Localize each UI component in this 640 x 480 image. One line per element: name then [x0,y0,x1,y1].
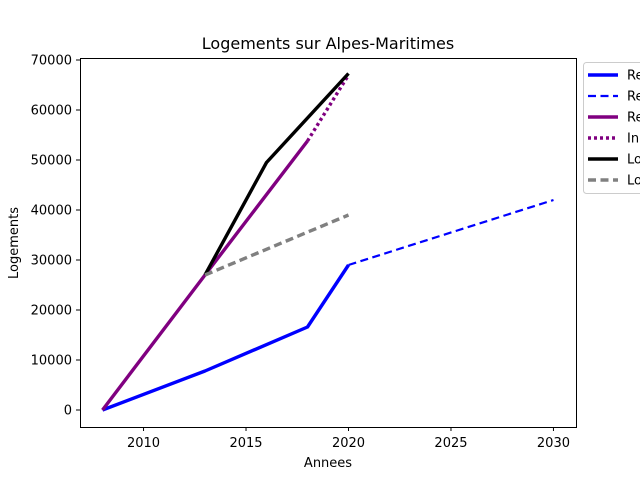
series-line-4 [203,72,350,276]
y-tick-label: 50000 [31,154,72,169]
series-line-0 [101,264,350,412]
legend-label-5: Lo [627,174,640,189]
legend-frame [583,62,640,194]
legend: Re Re Re In Lo Lo [583,62,640,194]
x-tick-label: 2015 [229,436,262,451]
plot-lines [101,72,554,412]
legend-label-4: Lo [627,153,640,168]
plot-frame [80,58,577,428]
x-tick-label: 2025 [434,436,467,451]
y-tick-label: 60000 [31,104,72,119]
y-axis-ticks: 0 10000 20000 30000 40000 50000 60000 70000 [31,54,80,419]
legend-label-1: Re [627,90,640,105]
x-axis-label: Annees [304,456,352,471]
series-line-3 [306,74,350,142]
y-axis-label: Logements [7,207,22,279]
x-tick-label: 2020 [332,436,365,451]
y-tick-label: 70000 [31,54,72,69]
x-tick-label: 2030 [537,436,570,451]
series-line-1 [348,198,554,267]
legend-label-3: In [627,132,639,147]
x-tick-label: 2010 [127,436,160,451]
y-tick-label: 20000 [31,304,72,319]
y-tick-label: 0 [64,404,72,419]
y-tick-label: 30000 [31,254,72,269]
legend-label-0: Re [627,69,640,84]
y-tick-label: 10000 [31,354,72,369]
legend-label-2: Re [627,111,640,126]
x-axis-ticks: 2010 2015 2020 2025 2030 [127,427,570,451]
chart-title: Logements sur Alpes-Maritimes [202,34,454,53]
series-line-5 [204,213,350,277]
y-tick-label: 40000 [31,204,72,219]
